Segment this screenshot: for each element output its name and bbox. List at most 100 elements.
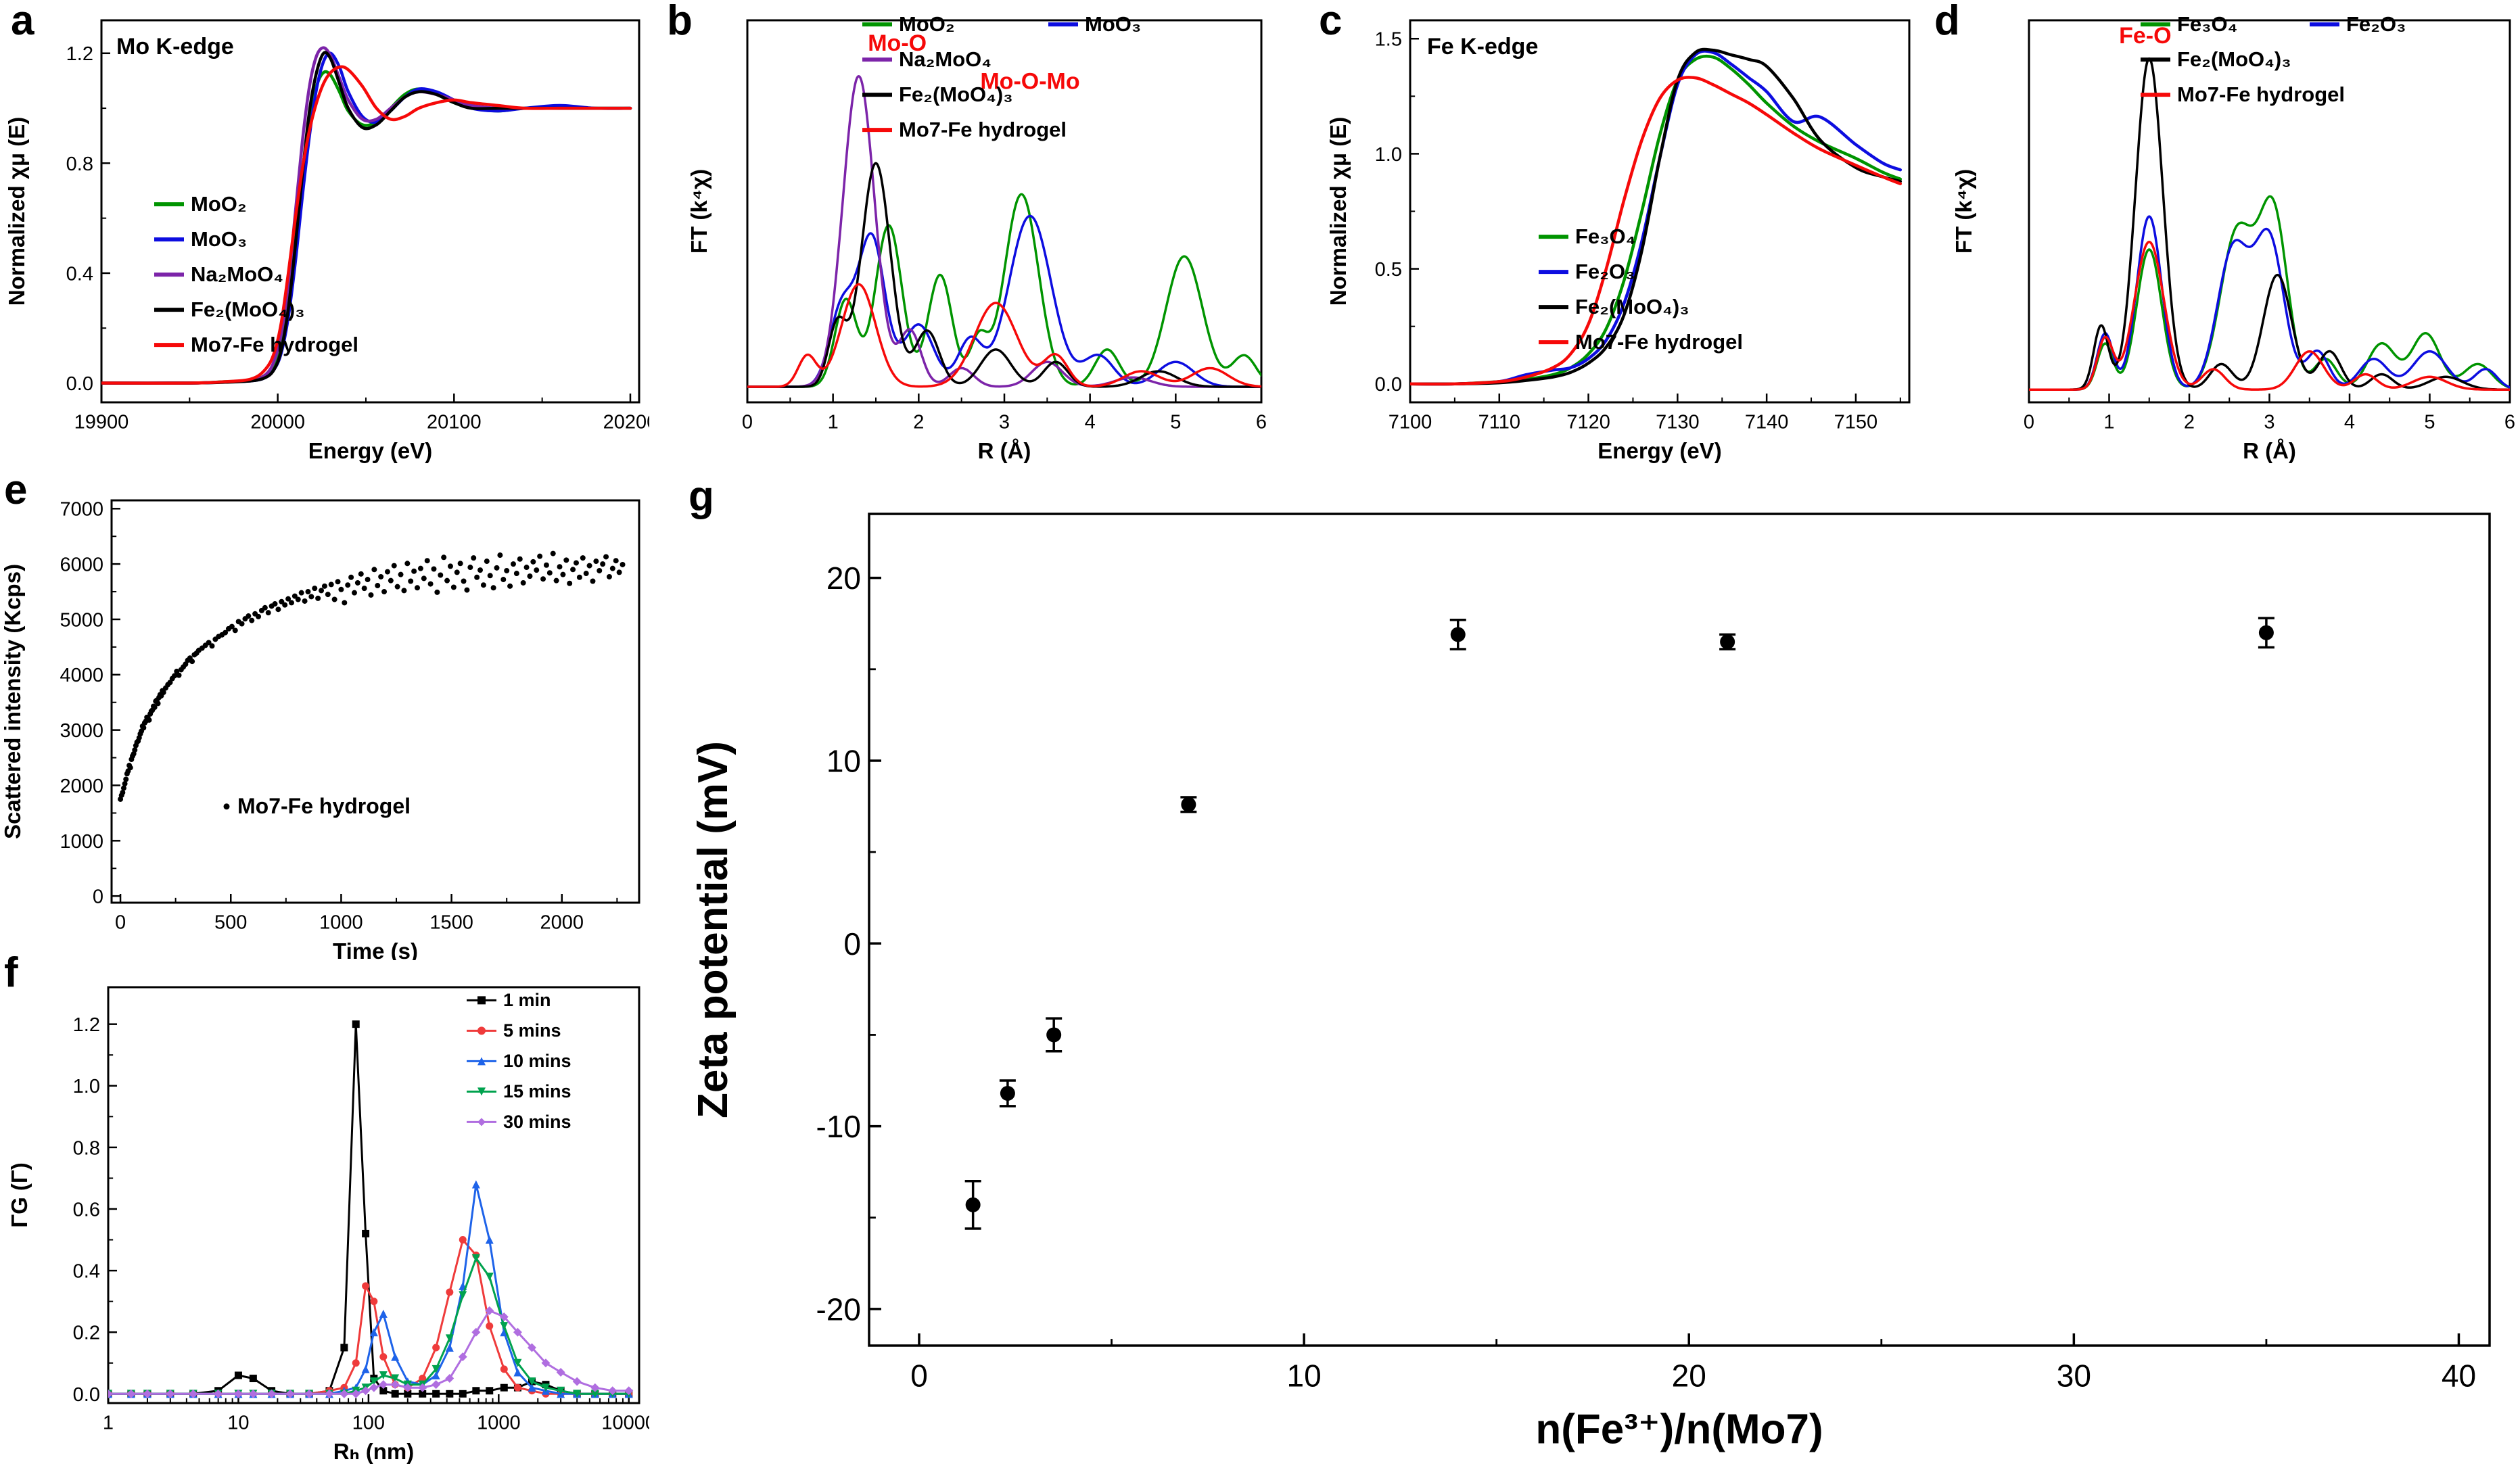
legend-label: Na₂MoO₄ — [191, 262, 283, 286]
y-tick-label: 0 — [843, 926, 861, 962]
legend-label: MoO₃ — [1085, 12, 1141, 36]
legend-item-10 mins: 10 mins — [467, 1051, 571, 1071]
legend-item-MoO₃: MoO₃ — [154, 227, 247, 251]
legend-item-Na₂MoO₄: Na₂MoO₄ — [154, 262, 283, 286]
legend-label: Fe₂(MoO₄)₃ — [2177, 47, 2291, 71]
x-tick-label: 3 — [999, 411, 1010, 433]
legend-label: Fe₂(MoO₄)₃ — [1575, 295, 1689, 318]
y-tick-label: 20 — [826, 561, 861, 596]
series-Mo7-Fe hydrogel — [101, 65, 632, 385]
panel-title: Fe K-edge — [1427, 34, 1538, 60]
series-5 mins — [108, 1236, 633, 1398]
y-tick-label: 1.2 — [66, 43, 93, 65]
x-tick-label: 500 — [214, 911, 247, 933]
legend-label: Mo7-Fe hydrogel — [2177, 82, 2345, 106]
legend-label: MoO₂ — [191, 192, 247, 216]
series-line-Fe₂(MoO₄)₃ — [1410, 47, 1903, 386]
x-tick-label: 1000 — [319, 911, 363, 933]
y-tick-label: 2000 — [60, 776, 103, 797]
legend-item-Fe₃O₄: Fe₃O₄ — [1539, 224, 1635, 248]
x-tick-label: 40 — [2442, 1358, 2476, 1394]
legend-item-Mo7-Fe hydrogel: Mo7-Fe hydrogel — [2141, 82, 2345, 106]
x-tick-label: 1 — [2103, 411, 2114, 433]
y-tick-label: 10 — [826, 744, 861, 779]
x-tick-label: 1 — [828, 411, 839, 433]
y-axis-label: Normalized χμ (E) — [4, 117, 29, 306]
series-line-Mo7-Fe hydrogel — [747, 283, 1261, 388]
x-tick-label: 3 — [2264, 411, 2274, 433]
y-axis-label: Zeta potential (mV) — [690, 741, 737, 1118]
x-tick-label: 6 — [1256, 411, 1267, 433]
panel-title: Mo K-edge — [116, 34, 234, 60]
series-MoO₃ — [101, 51, 632, 385]
legend-label: Mo7-Fe hydrogel — [899, 118, 1067, 141]
series-Mo7-Fe hydrogel — [747, 283, 1261, 388]
panel-d-chart: 0 1 2 3 4 5 6 R (Å) FT (k⁴χ) Fe-O Fe₃O₄ Fe₂O₃ Fe₂(Mo… — [1951, 12, 2515, 463]
series-Fe₂(MoO₄)₃ — [2029, 57, 2510, 391]
series-MoO₃ — [747, 214, 1261, 388]
legend-label: 5 mins — [503, 1020, 561, 1041]
legend-label: 1 min — [503, 990, 551, 1010]
y-axis-label: Normalized χμ (E) — [1326, 117, 1351, 306]
panel-c-chart: 7100 7110 7120 7130 7140 7150 0.0 0.5 1.0 1.5 Ener… — [1326, 19, 1911, 463]
series-Fe₂(MoO₄)₃ — [1410, 47, 1903, 386]
panel-letter-c: c — [1319, 0, 1343, 44]
legend-label: Mo7-Fe hydrogel — [191, 333, 358, 356]
panel-letter-b: b — [667, 0, 693, 44]
x-tick-label: 7110 — [1478, 411, 1520, 433]
x-tick-label: 5 — [2424, 411, 2435, 433]
series-line-Mo7-Fe hydrogel — [1410, 76, 1903, 386]
x-tick-label: 4 — [2344, 411, 2355, 433]
legend-item-Na₂MoO₄: Na₂MoO₄ — [862, 47, 991, 71]
annotation-Mo-O-Mo: Mo-O-Mo — [980, 69, 1079, 95]
x-tick-label: 2 — [913, 411, 924, 433]
x-tick-label: 100 — [352, 1412, 385, 1433]
legend-label: Na₂MoO₄ — [899, 47, 991, 71]
y-tick-label: 6000 — [60, 554, 103, 576]
plot-frame — [110, 499, 640, 904]
legend-item-Mo7-Fe hydrogel: Mo7-Fe hydrogel — [223, 794, 411, 818]
y-tick-label: 1000 — [60, 831, 103, 853]
panel-letter-g: g — [689, 473, 714, 520]
series-line-Na₂MoO₄ — [747, 75, 1261, 388]
panel-b-chart: 0 1 2 3 4 5 6 R (Å) FT (k⁴χ) Mo-O Mo-O-Mo MoO₂ MoO₃ N… — [686, 12, 1267, 463]
series-line-1 min — [108, 1023, 630, 1395]
x-tick-label: 2 — [2184, 411, 2195, 433]
x-axis-label: Time (s) — [333, 939, 418, 960]
x-tick-label: 30 — [2057, 1358, 2091, 1394]
x-tick-label: 20100 — [427, 411, 482, 433]
x-tick-label: 5 — [1170, 411, 1181, 433]
panel-letter-d: d — [1934, 0, 1960, 44]
panel-letter-e: e — [4, 467, 28, 513]
legend-label: 10 mins — [503, 1051, 571, 1071]
x-tick-label: 10 — [1287, 1358, 1322, 1394]
legend-item-1 min: 1 min — [467, 990, 551, 1010]
legend-label: Fe₂O₃ — [2346, 12, 2406, 36]
legend-label: Fe₃O₄ — [2177, 12, 2237, 36]
series-line-MoO₃ — [101, 51, 632, 385]
x-tick-label: 0 — [742, 411, 753, 433]
legend-item-Fe₃O₄: Fe₃O₄ — [2141, 12, 2237, 36]
x-tick-label: 2000 — [540, 911, 584, 933]
legend-item-MoO₂: MoO₂ — [862, 12, 955, 36]
x-tick-label: 7100 — [1389, 411, 1432, 433]
legend-item-Fe₂(MoO₄)₃: Fe₂(MoO₄)₃ — [154, 298, 305, 321]
series-line-Mo7-Fe hydrogel — [101, 65, 632, 385]
legend-label: MoO₃ — [191, 227, 247, 251]
series-line-Fe₂(MoO₄)₃ — [101, 51, 632, 385]
legend-label: Fe₂(MoO₄)₃ — [191, 298, 305, 321]
series-line-5 mins — [108, 1239, 630, 1395]
x-tick-label: 0 — [115, 911, 126, 933]
legend-item-Fe₂O₃: Fe₂O₃ — [1539, 260, 1635, 283]
x-axis-label: R (Å) — [2243, 438, 2296, 463]
y-axis-label: FT (k⁴χ) — [1951, 169, 1976, 254]
y-tick-label: 0.6 — [73, 1199, 100, 1220]
plot-frame — [868, 513, 2491, 1347]
x-axis-label: n(Fe³⁺)/n(Mo7) — [1535, 1406, 1823, 1452]
y-tick-label: 0.8 — [66, 153, 93, 175]
x-tick-label: 7130 — [1656, 411, 1700, 433]
